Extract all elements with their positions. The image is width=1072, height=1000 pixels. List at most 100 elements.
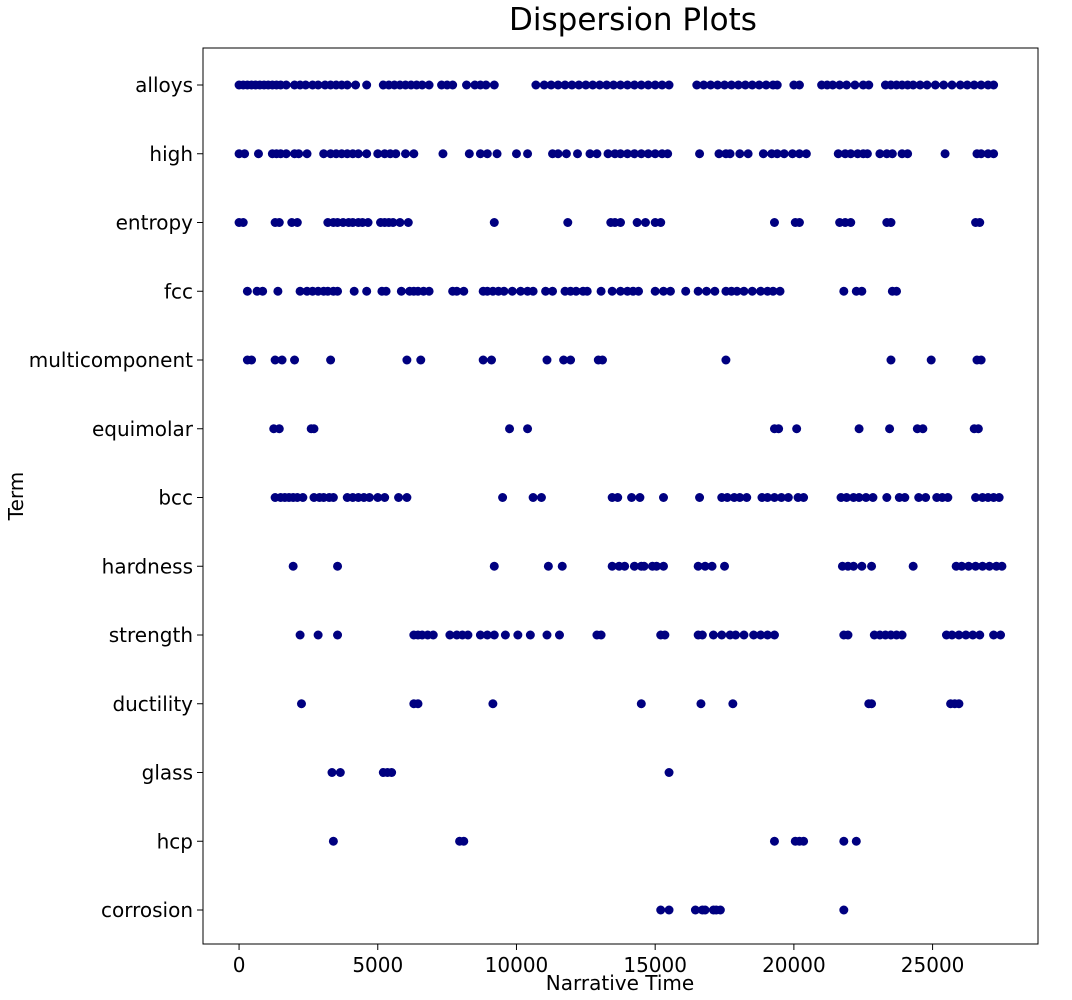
point-alloys <box>609 80 619 90</box>
point-bcc <box>627 493 637 502</box>
y-tick-label-ductility: ductility <box>112 692 193 716</box>
point-strength <box>489 630 499 640</box>
point-equimolar <box>792 424 802 434</box>
point-bcc <box>498 493 508 502</box>
point-fcc <box>349 286 359 296</box>
point-high <box>735 149 745 159</box>
point-high <box>887 149 897 159</box>
point-high <box>253 149 263 159</box>
point-strength <box>989 630 999 640</box>
point-strength <box>947 630 957 640</box>
point-high <box>294 149 304 159</box>
point-fcc <box>739 286 749 296</box>
point-entropy <box>563 218 573 227</box>
point-high <box>553 149 563 159</box>
point-ductility <box>488 699 498 709</box>
point-fcc <box>295 286 305 296</box>
x-tick-label-10000: 10000 <box>485 953 549 977</box>
point-bcc <box>900 493 910 502</box>
point-fcc <box>665 286 675 296</box>
point-strength <box>313 630 323 640</box>
point-glass <box>335 768 345 777</box>
point-alloys <box>754 80 764 90</box>
point-high <box>976 149 986 159</box>
x-tick-label-5000: 5000 <box>352 953 403 977</box>
point-strength <box>513 630 523 640</box>
point-alloys <box>850 80 860 90</box>
y-tick-label-glass: glass <box>142 761 193 785</box>
point-bcc <box>380 493 390 502</box>
point-alloys <box>962 80 972 90</box>
point-alloys <box>301 80 311 90</box>
point-high <box>794 149 804 159</box>
point-hardness <box>620 561 630 571</box>
point-strength <box>482 630 492 640</box>
point-ductility <box>413 699 423 709</box>
point-entropy <box>363 218 373 227</box>
point-bcc <box>971 493 981 502</box>
point-high <box>622 149 632 159</box>
point-entropy <box>769 218 779 227</box>
point-alloys <box>922 80 932 90</box>
point-fcc <box>768 286 778 296</box>
point-fcc <box>381 286 391 296</box>
point-hardness <box>652 561 662 571</box>
point-ductility <box>696 699 706 709</box>
point-fcc <box>650 286 660 296</box>
point-fcc <box>596 286 606 296</box>
y-tick-label-strength: strength <box>109 623 193 647</box>
point-high <box>772 149 782 159</box>
point-high <box>475 149 485 159</box>
point-bcc <box>528 493 538 502</box>
point-fcc <box>548 286 558 296</box>
point-alloys <box>574 80 584 90</box>
point-fcc <box>710 286 720 296</box>
point-alloys <box>989 80 999 90</box>
point-high <box>833 149 843 159</box>
point-alloys <box>720 80 730 90</box>
point-bcc <box>776 493 786 502</box>
point-bcc <box>882 493 892 502</box>
point-strength <box>749 630 759 640</box>
point-equimolar <box>274 424 284 434</box>
point-high <box>862 149 872 159</box>
y-tick-label-hardness: hardness <box>102 554 193 578</box>
point-alloys <box>915 80 925 90</box>
point-high <box>725 149 735 159</box>
point-alloys <box>947 80 957 90</box>
point-bcc <box>695 493 705 502</box>
point-hardness <box>997 561 1007 571</box>
point-glass <box>664 768 674 777</box>
point-strength <box>961 630 971 640</box>
point-high <box>561 149 571 159</box>
point-corrosion <box>700 905 710 915</box>
point-high <box>391 149 401 159</box>
point-bcc <box>842 493 852 502</box>
point-hcp <box>769 836 779 846</box>
point-bcc <box>373 493 383 502</box>
y-tick-label-entropy: entropy <box>116 211 194 235</box>
point-bcc <box>769 493 779 502</box>
point-high <box>743 149 753 159</box>
y-tick-label-hcp: hcp <box>157 829 193 853</box>
point-strength <box>996 630 1006 640</box>
point-hardness <box>971 561 981 571</box>
point-strength <box>769 630 779 640</box>
point-alloys <box>462 80 472 90</box>
chart-title: Dispersion Plots <box>509 2 757 38</box>
point-multicomponent <box>542 355 552 365</box>
point-high <box>940 149 950 159</box>
point-high <box>401 149 411 159</box>
point-strength <box>756 630 766 640</box>
point-hardness <box>658 561 668 571</box>
point-hardness <box>333 561 343 571</box>
point-fcc <box>452 286 462 296</box>
point-alloys <box>835 80 845 90</box>
point-hcp <box>839 836 849 846</box>
point-high <box>482 149 492 159</box>
point-high <box>603 149 613 159</box>
point-ductility <box>954 699 964 709</box>
point-strength <box>739 630 749 640</box>
point-bcc <box>921 493 931 502</box>
